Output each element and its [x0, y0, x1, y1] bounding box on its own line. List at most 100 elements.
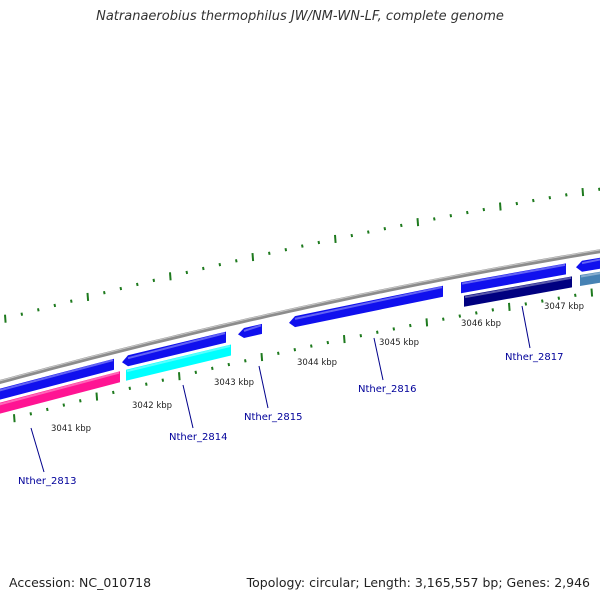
inner-tick — [277, 351, 280, 356]
outer-tick — [268, 251, 271, 256]
gene-outer-2[interactable] — [122, 331, 226, 367]
scale-label-3044: 3044 kbp — [297, 358, 337, 368]
inner-tick — [293, 348, 297, 352]
gene-inner-2813[interactable] — [0, 371, 120, 416]
outer-tick — [482, 207, 486, 212]
outer-tick — [515, 201, 519, 206]
genome-summary-text: Topology: circular; Length: 3,165,557 bp… — [246, 575, 590, 590]
inner-tick — [326, 340, 330, 345]
gene-inner-2814-shine — [126, 345, 231, 373]
gene-labels: Nther_2813 Nther_2814 Nther_2815 Nther_2… — [18, 352, 563, 487]
outer-tick — [301, 244, 304, 248]
gene-outer-2-shine — [127, 332, 226, 360]
gene-inner-steel-shine — [580, 272, 600, 278]
accession-text: Accession: NC_010718 — [9, 575, 152, 590]
map-title: Natranaerobius thermophilus JW/NM-WN-LF,… — [96, 9, 504, 24]
inner-tick — [590, 288, 594, 297]
inner-tick — [392, 327, 396, 331]
outer-tick — [532, 198, 535, 203]
inner-tick — [574, 293, 577, 298]
inner-tick — [475, 311, 478, 315]
scale-label-3045: 3045 kbp — [379, 338, 419, 348]
inner-tick — [359, 333, 363, 338]
inner-tick — [145, 382, 148, 386]
scale-label-3047: 3047 kbp — [544, 302, 584, 312]
gene-label-nther-2813[interactable]: Nther_2813 — [18, 476, 76, 487]
inner-tick — [260, 352, 264, 362]
inner-tick — [524, 302, 528, 306]
outer-tick — [317, 240, 321, 245]
gene-inner-steel[interactable] — [580, 270, 600, 286]
gene-outer-4[interactable] — [289, 285, 443, 328]
scale-label-3046: 3046 kbp — [461, 319, 501, 329]
gene-outer-1-shine — [0, 359, 114, 392]
scale-labels: 3041 kbp 3042 kbp 3043 kbp 3044 kbp 3045… — [51, 302, 584, 434]
outer-tick — [581, 188, 585, 197]
leader-line-2817 — [521, 305, 531, 349]
leader-line-2816 — [373, 337, 384, 381]
inner-tick — [29, 412, 33, 416]
outer-tick — [152, 278, 156, 283]
outer-tick — [4, 314, 7, 323]
inner-tick — [161, 378, 165, 382]
gene-outer-6-shine — [581, 258, 600, 265]
outer-tick — [565, 193, 568, 197]
outer-tick — [416, 218, 420, 227]
gene-outer-3[interactable] — [238, 323, 262, 338]
outer-tick — [37, 308, 40, 312]
inner-tick — [541, 299, 544, 303]
gene-label-nther-2817[interactable]: Nther_2817 — [505, 352, 563, 363]
gene-label-nther-2816[interactable]: Nther_2816 — [358, 384, 416, 395]
outer-tick — [218, 262, 222, 267]
inner-tick — [425, 318, 429, 327]
inner-tick — [442, 317, 445, 321]
inner-tick — [178, 372, 181, 381]
outer-tick — [103, 290, 106, 295]
outer-tick — [251, 252, 255, 262]
gene-outer-6[interactable] — [576, 256, 600, 272]
inner-gene-track — [0, 270, 600, 416]
outer-tick — [433, 217, 436, 221]
gene-inner-2817-shine — [464, 276, 572, 299]
inner-tick — [128, 386, 132, 390]
inner-tick — [244, 359, 247, 363]
genome-backbone — [0, 249, 600, 385]
leader-line-2815 — [258, 365, 269, 409]
outer-tick — [499, 202, 502, 211]
outer-tick — [119, 286, 123, 291]
inner-tick — [46, 407, 49, 412]
inner-tick — [458, 314, 462, 318]
gene-inner-2814[interactable] — [126, 344, 231, 381]
gene-label-leaders — [30, 305, 531, 473]
outer-tick — [235, 259, 238, 263]
inner-tick — [343, 335, 346, 344]
inner-tick — [557, 296, 561, 300]
outer-tick — [185, 270, 189, 275]
gene-outer-5[interactable] — [461, 263, 566, 294]
outer-tick — [136, 282, 139, 287]
outer-tick — [350, 233, 354, 238]
outer-tick — [20, 312, 24, 316]
inner-tick-ring — [13, 288, 594, 423]
outer-tick-ring — [4, 187, 600, 323]
gene-inner-2817[interactable] — [464, 276, 572, 307]
inner-tick — [62, 403, 66, 407]
inner-tick — [508, 302, 511, 311]
inner-tick — [310, 344, 313, 348]
gene-label-nther-2814[interactable]: Nther_2814 — [169, 432, 227, 443]
inner-tick — [409, 323, 412, 328]
gene-outer-5-shine — [461, 263, 566, 285]
outer-tick — [53, 303, 57, 308]
scale-label-3043: 3043 kbp — [214, 378, 254, 388]
outer-tick — [334, 234, 337, 244]
inner-tick — [79, 399, 82, 403]
gene-outer-1[interactable] — [0, 358, 114, 403]
gene-outer-3-shine — [243, 324, 262, 332]
leader-line-2813 — [30, 427, 45, 473]
scale-label-3042: 3042 kbp — [132, 401, 172, 411]
outer-tick — [169, 272, 172, 281]
gene-label-nther-2815[interactable]: Nther_2815 — [244, 412, 302, 423]
inner-tick — [112, 390, 115, 395]
outer-tick — [284, 247, 288, 252]
